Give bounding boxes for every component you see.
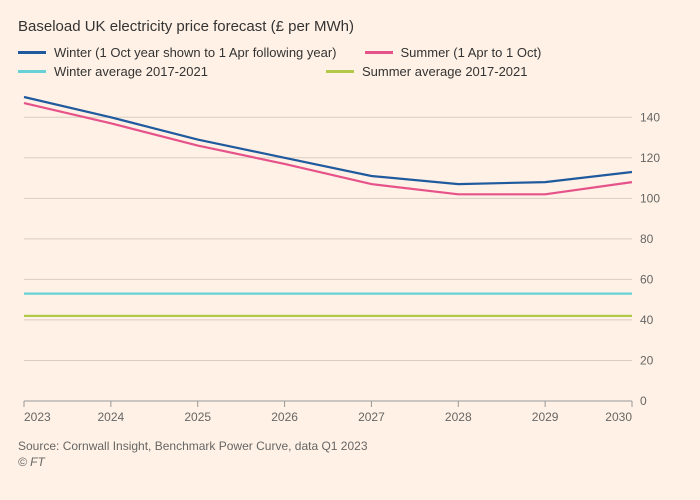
legend-item-summer-avg: Summer average 2017-2021 <box>326 64 606 79</box>
legend-item-summer: Summer (1 Apr to 1 Oct) <box>365 45 645 60</box>
copyright-line: © FT <box>18 455 682 469</box>
legend-item-winter: Winter (1 Oct year shown to 1 Apr follow… <box>18 45 337 60</box>
svg-text:60: 60 <box>640 272 654 286</box>
legend-swatch-winter <box>18 51 46 54</box>
svg-text:2028: 2028 <box>445 410 472 424</box>
legend-label: Summer (1 Apr to 1 Oct) <box>401 45 542 60</box>
svg-text:2030: 2030 <box>605 410 632 424</box>
chart-subtitle: Baseload UK electricity price forecast (… <box>18 18 682 35</box>
svg-text:2024: 2024 <box>98 410 125 424</box>
legend-label: Winter (1 Oct year shown to 1 Apr follow… <box>54 45 337 60</box>
legend-swatch-summer-avg <box>326 70 354 73</box>
svg-text:140: 140 <box>640 110 660 124</box>
svg-text:2029: 2029 <box>532 410 559 424</box>
svg-text:2025: 2025 <box>184 410 211 424</box>
legend-swatch-winter-avg <box>18 70 46 73</box>
svg-text:100: 100 <box>640 191 660 205</box>
legend-label: Winter average 2017-2021 <box>54 64 208 79</box>
chart-svg: 0 20 40 60 80 100 120 140 2023 2024 2025 2026 2027 20… <box>18 91 682 431</box>
chart-plot: 0 20 40 60 80 100 120 140 2023 2024 2025 2026 2027 20… <box>18 91 682 431</box>
svg-text:80: 80 <box>640 232 654 246</box>
legend-label: Summer average 2017-2021 <box>362 64 528 79</box>
svg-text:0: 0 <box>640 394 647 408</box>
svg-text:2023: 2023 <box>24 410 51 424</box>
svg-text:2026: 2026 <box>271 410 298 424</box>
svg-text:40: 40 <box>640 313 654 327</box>
legend: Winter (1 Oct year shown to 1 Apr follow… <box>18 45 682 83</box>
svg-text:2027: 2027 <box>358 410 385 424</box>
source-line: Source: Cornwall Insight, Benchmark Powe… <box>18 439 682 453</box>
svg-text:20: 20 <box>640 353 654 367</box>
legend-swatch-summer <box>365 51 393 54</box>
legend-item-winter-avg: Winter average 2017-2021 <box>18 64 298 79</box>
svg-text:120: 120 <box>640 151 660 165</box>
chart-container: Baseload UK electricity price forecast (… <box>0 0 700 500</box>
